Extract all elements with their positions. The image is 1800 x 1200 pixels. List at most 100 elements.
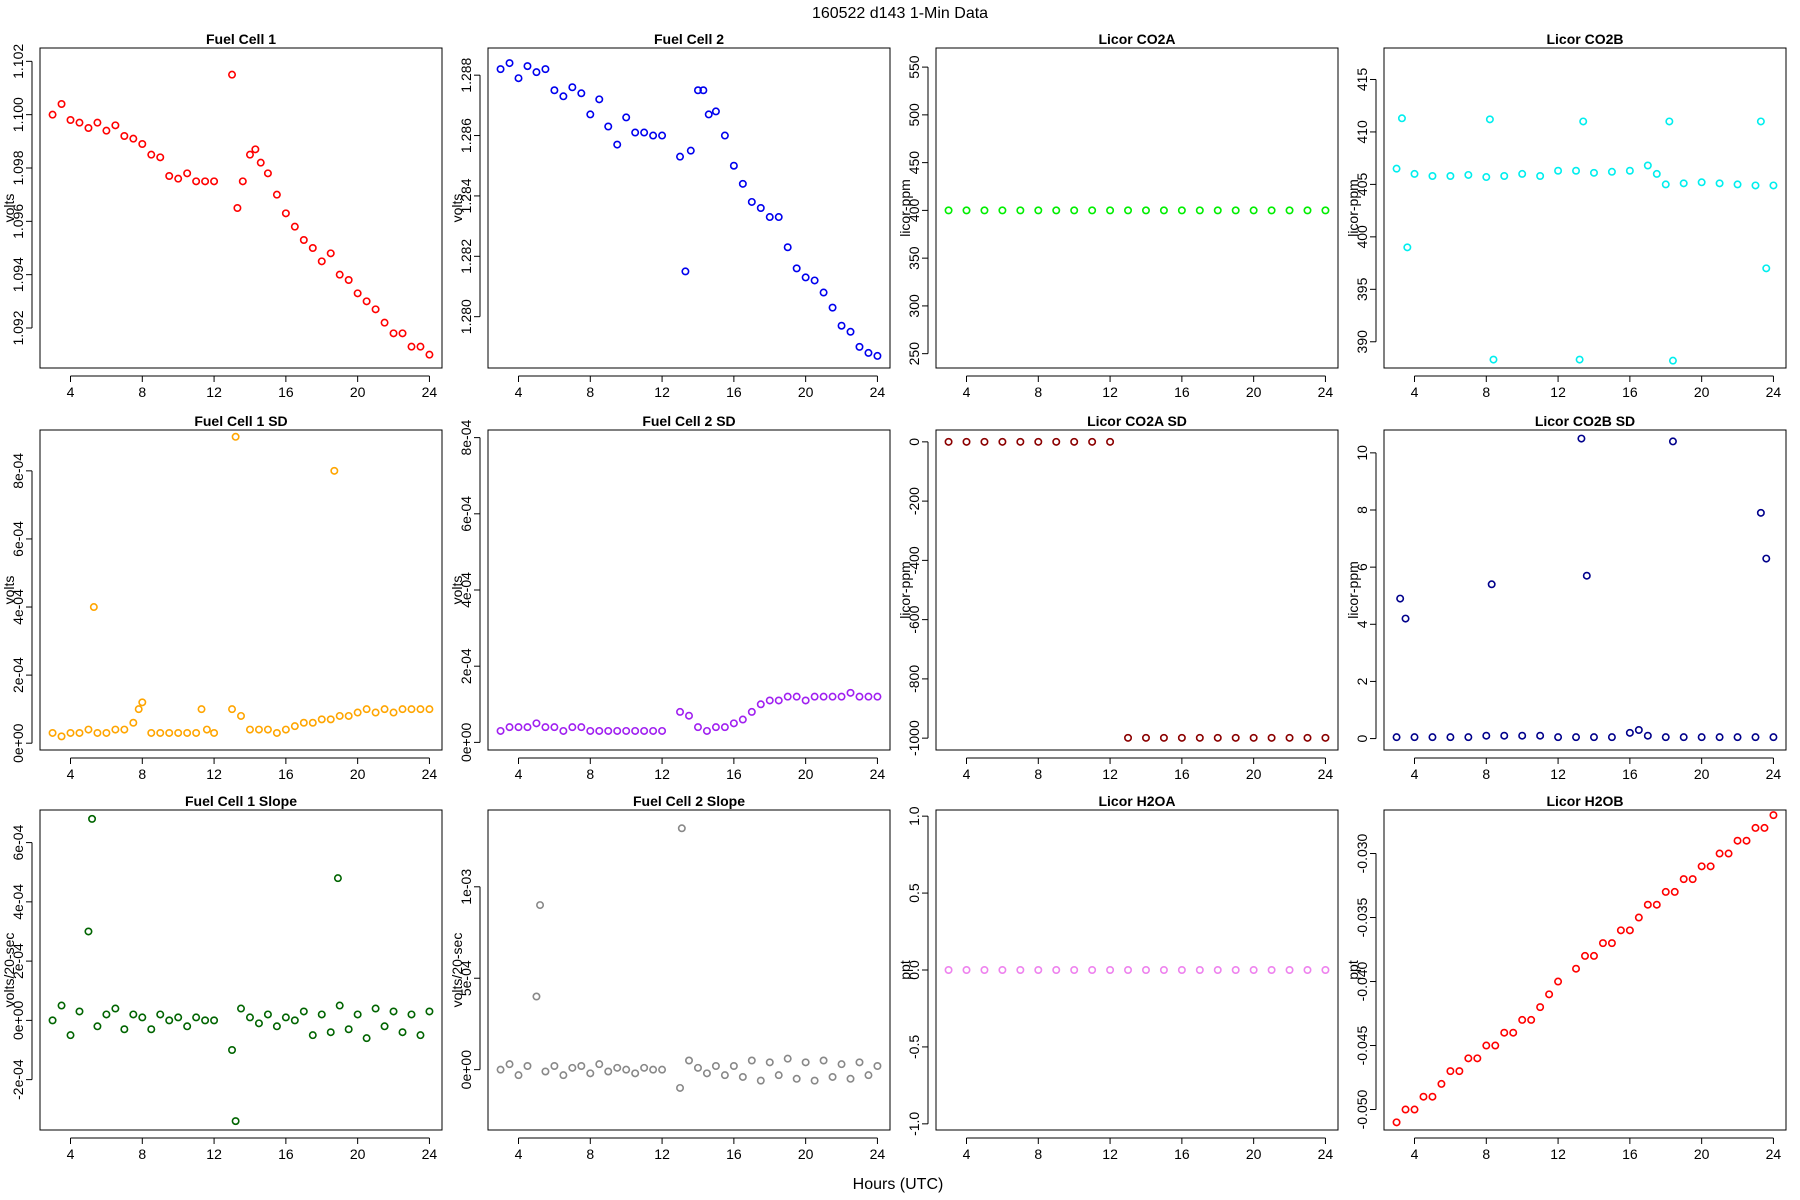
data-point: [595, 95, 604, 104]
x-tick-label: 8: [138, 384, 146, 400]
data-point: [1034, 965, 1043, 974]
data-point: [228, 1046, 237, 1055]
data-point: [514, 74, 523, 83]
y-tick-label: 0e+00: [458, 723, 474, 763]
y-axis-label: volts/20-sec: [1, 933, 17, 1008]
data-point: [1607, 939, 1616, 948]
data-point: [1634, 725, 1643, 734]
data-point: [1581, 951, 1590, 960]
data-point: [238, 177, 247, 186]
data-point: [1321, 733, 1330, 742]
data-point: [272, 728, 281, 737]
data-point: [1751, 823, 1760, 832]
data-point: [1052, 206, 1061, 215]
data-point: [1106, 206, 1115, 215]
data-point: [353, 708, 362, 717]
y-tick-label: -0.040: [1354, 961, 1370, 1001]
panel-12: Licor H2OB 4 8 12 16 20 24 -0.050 -0.045 -0.040 -0…: [1345, 793, 1787, 1162]
y-tick-label: 6e-04: [10, 824, 26, 860]
y-tick-label: 395: [1354, 277, 1370, 301]
y-tick-label: -0.050: [1354, 1089, 1370, 1129]
data-point: [210, 1016, 219, 1025]
data-point: [1756, 508, 1765, 517]
panel-6: Fuel Cell 2 SD 4 8 12 16 20 24 0e+00 2e-04 4e-04 6…: [449, 413, 891, 782]
data-point: [1769, 181, 1778, 190]
y-axis-label: volts: [449, 194, 465, 223]
y-tick-label: -600: [906, 605, 922, 633]
data-point: [281, 209, 290, 218]
data-point: [550, 723, 559, 732]
data-point: [407, 342, 416, 351]
panel-title: Licor CO2B SD: [1535, 413, 1635, 429]
data-point: [147, 728, 156, 737]
y-tick-label: 400: [906, 198, 922, 222]
x-tick-label: 8: [1034, 766, 1042, 782]
data-point: [1482, 1041, 1491, 1050]
data-point: [380, 318, 389, 327]
data-point: [568, 83, 577, 92]
data-point: [1518, 731, 1527, 740]
data-point: [254, 725, 263, 734]
data-point: [1195, 733, 1204, 742]
data-point: [559, 726, 568, 735]
x-tick-label: 16: [1174, 1146, 1190, 1162]
data-points: [944, 965, 1330, 974]
panel-3: Licor CO2A 4 8 12 16 20 24 250 300 350 400 450 500 55…: [897, 31, 1339, 400]
data-point: [1668, 437, 1677, 446]
data-point: [792, 1074, 801, 1083]
x-tick-label: 12: [1102, 1146, 1118, 1162]
data-point: [837, 1060, 846, 1069]
data-point: [622, 113, 631, 122]
panel-title: Licor H2OA: [1098, 793, 1175, 809]
data-point: [792, 264, 801, 273]
data-point: [1616, 926, 1625, 935]
data-point: [1285, 206, 1294, 215]
data-point: [1572, 964, 1581, 973]
data-point: [595, 726, 604, 735]
data-point: [873, 351, 882, 360]
plot-frame: [487, 47, 891, 369]
panel-title: Fuel Cell 1 SD: [194, 413, 287, 429]
data-point: [371, 305, 380, 314]
y-tick-label: 450: [906, 151, 922, 175]
data-point: [245, 1013, 254, 1022]
x-tick-label: 20: [1694, 384, 1710, 400]
x-tick-label: 20: [1694, 1146, 1710, 1162]
data-point: [88, 814, 97, 823]
data-point: [192, 728, 201, 737]
data-point: [1249, 965, 1258, 974]
data-points: [1392, 811, 1778, 1127]
data-point: [1016, 206, 1025, 215]
data-point: [505, 723, 514, 732]
data-point: [1124, 733, 1133, 742]
data-point: [1769, 733, 1778, 742]
y-axis-label: ppt: [897, 960, 913, 980]
data-point: [156, 728, 165, 737]
data-point: [1643, 731, 1652, 740]
data-point: [1473, 1054, 1482, 1063]
x-tick-label: 4: [67, 766, 75, 782]
y-axis-label: licor-ppm: [897, 561, 913, 619]
x-tick-label: 8: [1482, 384, 1490, 400]
x-tick-label: 16: [726, 766, 742, 782]
y-tick-label: 1.092: [10, 310, 26, 345]
data-point: [1419, 1092, 1428, 1101]
figure-xlabel: Hours (UTC): [853, 1176, 944, 1193]
x-tick-label: 8: [1482, 1146, 1490, 1162]
x-tick-label: 4: [515, 1146, 523, 1162]
plot-frame: [487, 429, 891, 751]
y-axis-label: licor-ppm: [1345, 179, 1361, 237]
data-point: [111, 1004, 120, 1013]
panel-5: Fuel Cell 1 SD 4 8 12 16 20 24 0e+00 2e-04 4e-04 6…: [1, 413, 443, 782]
data-point: [1410, 733, 1419, 742]
data-point: [1554, 166, 1563, 175]
data-point: [729, 161, 738, 170]
plot-frame: [39, 47, 443, 369]
data-point: [962, 965, 971, 974]
data-point: [251, 145, 260, 154]
y-tick-label: 1.286: [458, 118, 474, 153]
data-point: [147, 1025, 156, 1034]
panel-title: Fuel Cell 2 Slope: [633, 793, 745, 809]
data-point: [1428, 172, 1437, 181]
data-point: [281, 1013, 290, 1022]
